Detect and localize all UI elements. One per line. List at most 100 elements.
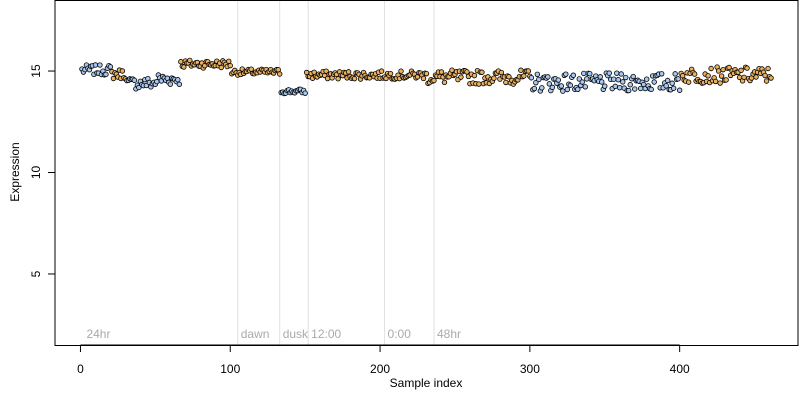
data-points <box>79 57 774 97</box>
data-point <box>351 75 358 82</box>
data-point <box>218 64 224 71</box>
data-point <box>705 73 711 79</box>
y-tick-label: 10 <box>29 166 43 180</box>
data-point <box>618 71 624 77</box>
data-point <box>438 69 445 75</box>
phase-label: 24hr <box>86 327 110 341</box>
data-point <box>670 85 677 91</box>
data-point <box>276 71 283 77</box>
x-axis-label: Sample index <box>390 376 463 390</box>
data-point <box>423 70 430 77</box>
data-point <box>679 73 686 79</box>
phase-label: 0:00 <box>388 327 412 341</box>
y-axis-label: Expression <box>8 142 22 201</box>
data-point <box>718 73 725 79</box>
data-point <box>768 75 774 81</box>
data-point <box>476 81 482 87</box>
data-point <box>302 90 308 96</box>
data-point <box>606 70 612 76</box>
data-point <box>110 75 117 82</box>
data-point <box>575 86 581 93</box>
data-point <box>345 69 352 75</box>
data-point <box>632 86 638 92</box>
data-point <box>567 82 574 88</box>
data-point <box>612 83 618 90</box>
data-point <box>549 84 556 91</box>
data-point <box>563 71 569 77</box>
y-axis: 5 10 15 <box>29 64 56 277</box>
data-point <box>539 85 545 91</box>
data-point <box>651 79 657 85</box>
data-point <box>175 77 181 83</box>
data-point <box>663 83 669 89</box>
data-point <box>449 67 455 73</box>
data-point <box>658 71 665 77</box>
data-point <box>464 69 470 75</box>
data-point <box>227 62 233 69</box>
phase-label: dawn <box>241 327 270 341</box>
data-point <box>570 72 577 78</box>
data-point <box>723 77 729 83</box>
data-point <box>715 68 722 74</box>
phase-label: dusk <box>283 327 309 341</box>
data-point <box>167 81 174 87</box>
data-point <box>545 74 551 80</box>
data-point <box>614 70 620 76</box>
data-point <box>630 73 636 80</box>
data-point <box>187 57 193 64</box>
data-point <box>546 81 553 87</box>
x-axis: 0 100 200 300 400 <box>77 344 690 376</box>
y-tick-label: 5 <box>29 270 43 277</box>
data-point <box>664 77 671 84</box>
data-point <box>611 76 617 82</box>
phase-label: 48hr <box>437 327 461 341</box>
data-point <box>685 79 692 85</box>
data-point <box>479 69 485 75</box>
data-point <box>581 70 587 77</box>
data-point <box>531 85 538 92</box>
data-point <box>525 68 532 74</box>
data-point <box>587 70 593 77</box>
data-point <box>675 76 681 82</box>
data-point <box>623 74 629 81</box>
data-point <box>528 75 535 81</box>
y-tick-label: 15 <box>29 64 43 78</box>
x-tick-label: 0 <box>77 362 84 376</box>
data-point <box>672 71 678 77</box>
x-tick-label: 300 <box>520 362 540 376</box>
data-point <box>181 64 187 70</box>
data-point <box>720 66 726 73</box>
data-point <box>717 80 723 86</box>
data-point <box>458 74 464 80</box>
data-point <box>534 71 541 78</box>
data-point <box>378 68 385 74</box>
x-tick-label: 100 <box>220 362 240 376</box>
data-point <box>765 65 771 72</box>
data-point <box>248 66 254 72</box>
data-point <box>471 72 478 79</box>
data-point <box>617 84 623 91</box>
data-point <box>753 74 759 80</box>
data-point <box>644 76 650 82</box>
data-point <box>131 77 138 83</box>
data-point <box>744 65 750 71</box>
data-point <box>599 79 605 85</box>
data-point <box>323 68 329 74</box>
data-point <box>387 70 394 77</box>
data-point <box>615 77 621 83</box>
plot-frame <box>54 0 799 346</box>
data-point <box>441 79 448 86</box>
data-point <box>763 78 770 84</box>
data-point <box>691 71 698 77</box>
data-point <box>420 75 427 82</box>
data-point <box>119 68 126 74</box>
data-point <box>558 83 565 89</box>
data-point <box>627 82 633 88</box>
data-point <box>564 86 571 93</box>
data-point <box>738 67 744 74</box>
data-point <box>533 79 539 86</box>
data-point <box>521 73 527 79</box>
data-point <box>579 79 585 85</box>
data-point <box>536 76 542 83</box>
